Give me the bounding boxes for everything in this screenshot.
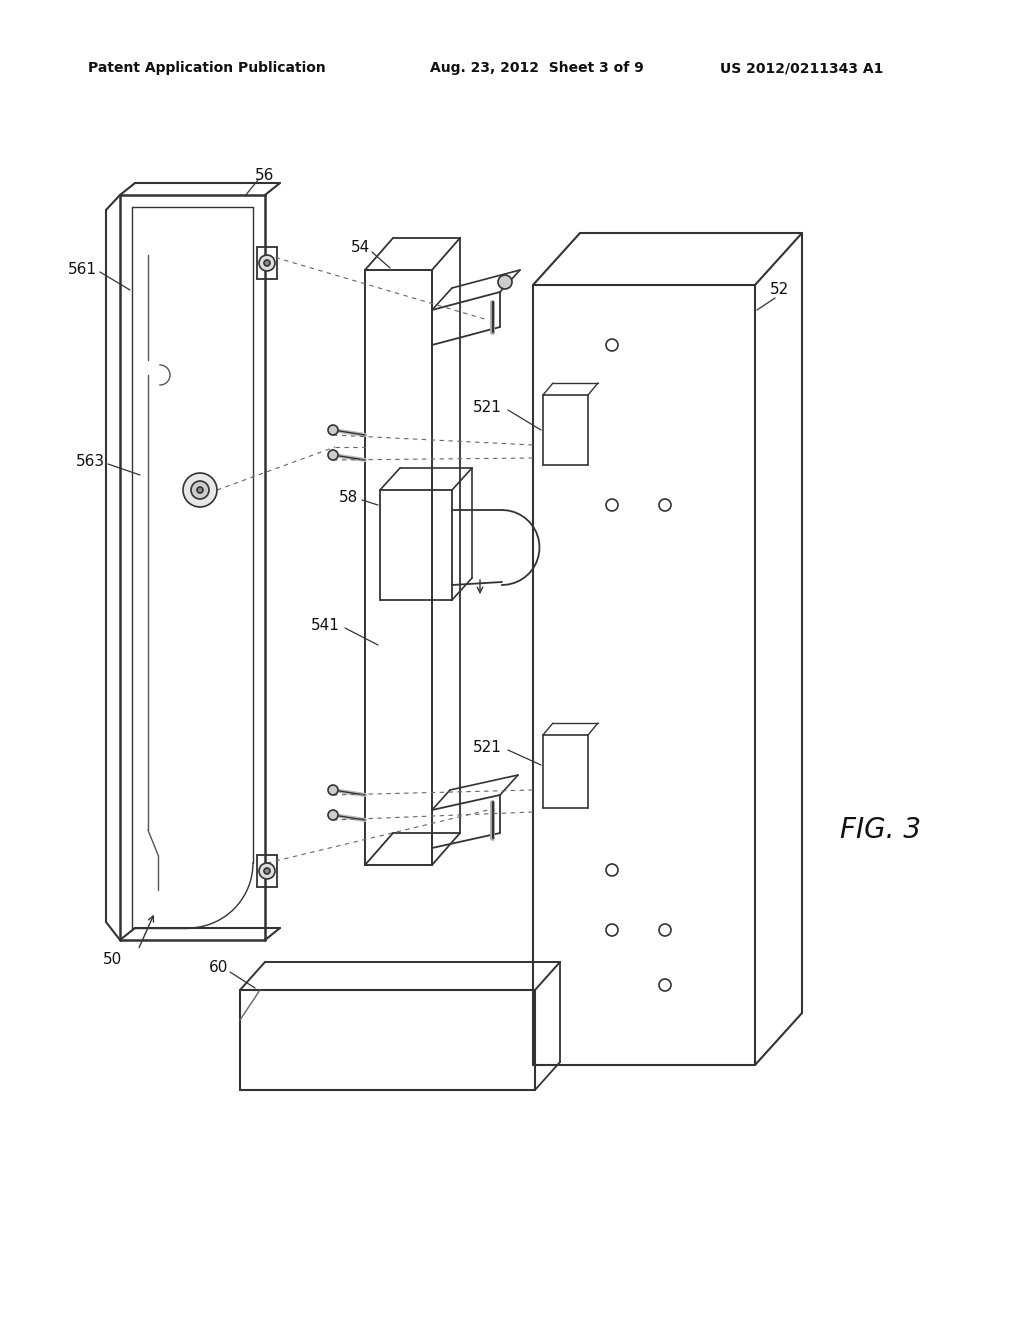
Circle shape [606, 339, 618, 351]
Circle shape [659, 499, 671, 511]
Circle shape [183, 473, 217, 507]
Circle shape [498, 275, 512, 289]
Circle shape [606, 924, 618, 936]
Circle shape [259, 255, 275, 271]
Circle shape [606, 865, 618, 876]
Circle shape [264, 869, 270, 874]
Circle shape [328, 785, 338, 795]
Circle shape [659, 924, 671, 936]
Text: US 2012/0211343 A1: US 2012/0211343 A1 [720, 61, 884, 75]
Text: FIG. 3: FIG. 3 [840, 816, 921, 843]
Text: Patent Application Publication: Patent Application Publication [88, 61, 326, 75]
Text: 60: 60 [209, 961, 228, 975]
Circle shape [328, 810, 338, 820]
Text: 54: 54 [351, 240, 370, 256]
Circle shape [659, 979, 671, 991]
Circle shape [328, 425, 338, 436]
Circle shape [606, 499, 618, 511]
Circle shape [264, 260, 270, 267]
Circle shape [259, 863, 275, 879]
Circle shape [191, 480, 209, 499]
Text: 52: 52 [770, 282, 790, 297]
Text: Aug. 23, 2012  Sheet 3 of 9: Aug. 23, 2012 Sheet 3 of 9 [430, 61, 644, 75]
Text: 541: 541 [311, 618, 340, 632]
Text: 521: 521 [473, 400, 502, 416]
Text: 50: 50 [102, 953, 122, 968]
Circle shape [197, 487, 203, 492]
Text: 561: 561 [68, 263, 97, 277]
Text: 563: 563 [76, 454, 105, 470]
Text: 56: 56 [255, 168, 274, 182]
Circle shape [328, 450, 338, 459]
Text: 521: 521 [473, 741, 502, 755]
Text: 58: 58 [339, 491, 358, 506]
